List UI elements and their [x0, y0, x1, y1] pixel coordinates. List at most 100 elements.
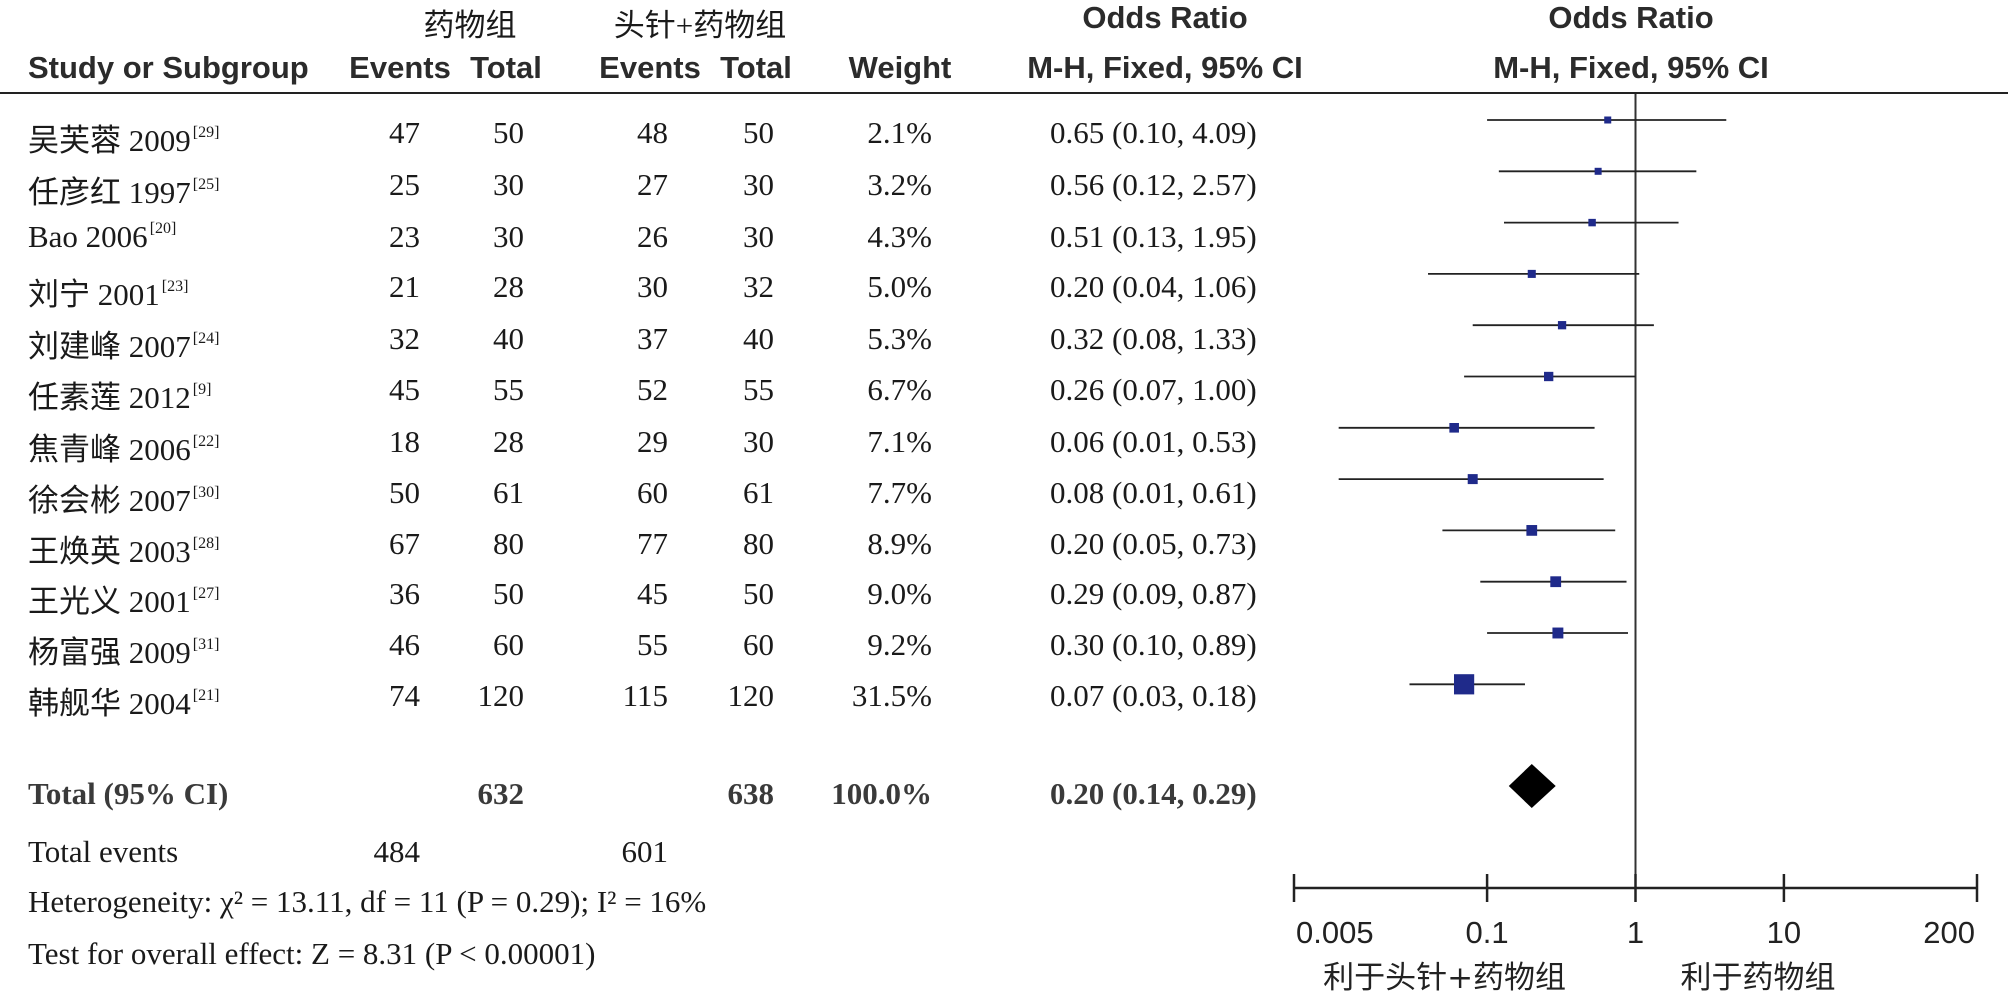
- events2-cell: 115: [622, 678, 668, 713]
- weight-header: Weight: [848, 50, 952, 85]
- overall-effect-test: Test for overall effect: Z = 8.31 (P < 0…: [28, 936, 596, 971]
- total1-sum: 632: [477, 776, 525, 811]
- total1-cell: 80: [493, 526, 524, 561]
- study-marker: [1449, 423, 1459, 433]
- events1-cell: 47: [389, 115, 420, 150]
- total2-cell: 61: [743, 475, 774, 510]
- total2-cell: 60: [743, 627, 774, 662]
- favours-right-label: 利于药物组: [1681, 960, 1836, 992]
- study-name: 焦青峰 2006 [22]: [28, 432, 220, 467]
- events2-cell: 29: [637, 424, 668, 459]
- weight-cell: 6.7%: [867, 372, 932, 407]
- study-marker: [1453, 674, 1475, 695]
- total-weight: 100.0%: [831, 776, 932, 811]
- study-name: 杨富强 2009 [31]: [28, 635, 220, 670]
- total2-cell: 30: [743, 424, 774, 459]
- weight-cell: 2.1%: [867, 115, 932, 150]
- events2-cell: 37: [637, 321, 668, 356]
- weight-cell: 7.7%: [867, 475, 932, 510]
- group1-header: 药物组: [423, 8, 517, 43]
- total2-cell: 80: [743, 526, 774, 561]
- plot-method-header: M-H, Fixed, 95% CI: [1493, 50, 1769, 85]
- total1-cell: 28: [493, 269, 524, 304]
- study-column-header: Study or Subgroup: [28, 50, 309, 85]
- x-axis-tick-label: 10: [1767, 915, 1801, 950]
- events2-cell: 45: [637, 576, 668, 611]
- or-ci-cell: 0.32 (0.08, 1.33): [1050, 321, 1257, 356]
- or-ci-cell: 0.07 (0.03, 0.18): [1050, 678, 1257, 713]
- or-ci-cell: 0.20 (0.04, 1.06): [1050, 269, 1257, 304]
- events2-cell: 55: [637, 627, 668, 662]
- total1-cell: 61: [493, 475, 524, 510]
- x-axis-tick-label: 0.005: [1296, 915, 1374, 950]
- total1-cell: 50: [493, 576, 524, 611]
- heterogeneity-stats: Heterogeneity: χ² = 13.11, df = 11 (P = …: [28, 884, 707, 919]
- x-axis-tick-label: 1: [1627, 915, 1644, 950]
- reference-mark: [24]: [192, 330, 220, 347]
- events1-cell: 46: [389, 627, 420, 662]
- total-events1: 484: [373, 834, 421, 869]
- total2-sum: 638: [727, 776, 775, 811]
- total-events2: 601: [621, 834, 669, 869]
- pooled-or-ci: 0.20 (0.14, 0.29): [1050, 776, 1257, 811]
- study-marker: [1550, 576, 1562, 588]
- events1-header: Events: [349, 50, 451, 85]
- events2-cell: 27: [637, 167, 668, 202]
- reference-mark: [21]: [192, 687, 220, 704]
- study-name: 徐会彬 2007 [30]: [28, 483, 220, 518]
- study-marker: [1588, 218, 1596, 227]
- total1-header: Total: [470, 50, 542, 85]
- total2-header: Total: [720, 50, 792, 85]
- total-label: Total (95% CI): [28, 776, 229, 811]
- events2-cell: 26: [637, 219, 668, 254]
- study-name: Bao 2006 [20]: [28, 219, 177, 254]
- reference-mark: [22]: [192, 433, 220, 450]
- or-method-header: M-H, Fixed, 95% CI: [1027, 50, 1303, 85]
- header-rule: [0, 92, 2008, 94]
- reference-mark: [29]: [192, 124, 220, 141]
- or-ci-cell: 0.30 (0.10, 0.89): [1050, 627, 1257, 662]
- weight-cell: 9.0%: [867, 576, 932, 611]
- total1-cell: 60: [493, 627, 524, 662]
- x-axis-tick-label: 200: [1923, 915, 1975, 950]
- study-marker: [1544, 371, 1554, 382]
- study-name: 吴芙蓉 2009 [29]: [28, 123, 220, 158]
- or-ci-cell: 0.06 (0.01, 0.53): [1050, 424, 1257, 459]
- total2-cell: 55: [743, 372, 774, 407]
- study-marker: [1594, 167, 1602, 175]
- total1-cell: 30: [493, 219, 524, 254]
- events2-cell: 48: [637, 115, 668, 150]
- study-marker: [1557, 321, 1567, 330]
- weight-cell: 4.3%: [867, 219, 932, 254]
- total1-cell: 30: [493, 167, 524, 202]
- total2-cell: 50: [743, 576, 774, 611]
- events1-cell: 45: [389, 372, 420, 407]
- weight-cell: 3.2%: [867, 167, 932, 202]
- weight-cell: 5.0%: [867, 269, 932, 304]
- events1-cell: 50: [389, 475, 420, 510]
- reference-mark: [25]: [192, 176, 220, 193]
- total2-cell: 50: [743, 115, 774, 150]
- total1-cell: 40: [493, 321, 524, 356]
- events1-cell: 67: [389, 526, 420, 561]
- events1-cell: 18: [389, 424, 420, 459]
- total1-cell: 50: [493, 115, 524, 150]
- group2-header: 头针+药物组: [613, 8, 787, 43]
- reference-mark: [23]: [161, 278, 189, 295]
- study-name: 任素莲 2012 [9]: [28, 380, 212, 415]
- total2-cell: 40: [743, 321, 774, 356]
- study-name: 王焕英 2003 [28]: [28, 534, 220, 569]
- study-marker: [1604, 116, 1612, 124]
- events2-header: Events: [599, 50, 701, 85]
- or-ci-cell: 0.65 (0.10, 4.09): [1050, 115, 1257, 150]
- or-ci-cell: 0.26 (0.07, 1.00): [1050, 372, 1257, 407]
- total2-cell: 32: [743, 269, 774, 304]
- reference-mark: [30]: [192, 484, 220, 501]
- events1-cell: 74: [389, 678, 420, 713]
- events2-cell: 52: [637, 372, 668, 407]
- study-name: 王光义 2001 [27]: [28, 584, 220, 619]
- or-ci-cell: 0.08 (0.01, 0.61): [1050, 475, 1257, 510]
- or-column-title: Odds Ratio: [1082, 0, 1248, 35]
- events2-cell: 77: [637, 526, 668, 561]
